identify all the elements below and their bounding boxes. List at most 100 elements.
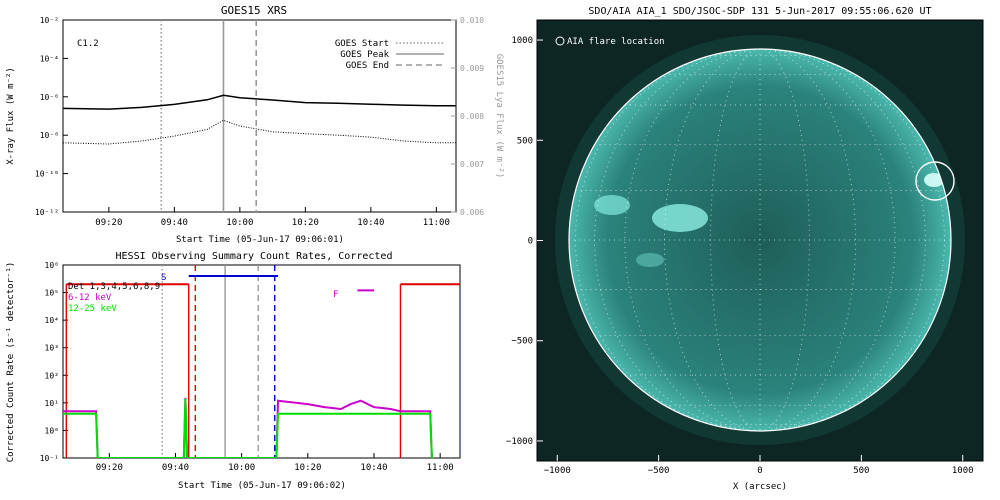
goes-y2-ticks: 0.010 0.009 0.008 0.007 0.006 [451,16,484,217]
aia-y-tick-label: 0 [528,237,533,247]
goes-y-axis-label: X-ray Flux (W m⁻²) [6,67,16,165]
aia-x-tick-label: 500 [853,466,869,476]
hessi-x-tick-label: 09:40 [162,463,189,473]
goes-y-ticks: 10⁻² 10⁻⁴ 10⁻⁶ 10⁻⁸ 10⁻¹⁰ 10⁻¹² [35,16,68,217]
aia-title: SDO/AIA AIA_1 SDO/JSOC-SDP 131 5-Jun-201… [588,6,931,17]
aia-x-tick-label: 1000 [952,466,974,476]
goes-y-tick-label: 10⁻¹⁰ [35,170,59,179]
aia-y-tick-label: 500 [517,136,533,146]
hessi-x-tick-label: 10:40 [360,463,387,473]
goes-y-tick-label: 10⁻⁸ [40,131,59,140]
aia-grid-longitude [759,49,926,431]
aia-grid-longitude [575,49,761,431]
hessi-x-tick-label: 10:20 [294,463,321,473]
aia-active-region-south [636,253,664,267]
aia-x-tick-label: −500 [648,466,670,476]
hessi-attenuator-intervals [65,274,460,458]
goes-legend-start-label: GOES Start [335,39,389,49]
hessi-legend-6-12: 6-12 keV [68,293,112,303]
hessi-y-tick-label: 10⁰ [45,426,59,435]
hessi-title: HESSI Observing Summary Count Rates, Cor… [116,251,393,262]
hessi-y-tick-label: 10¹ [45,399,59,408]
aia-x-tick-label: 0 [757,466,762,476]
goes-x-tick-label: 09:20 [95,218,122,228]
aia-grid-longitude [759,49,810,431]
goes-y2-tick-label: 0.009 [460,64,484,73]
hessi-legend-det: Det 1,3,4,5,6,8,9 [68,282,160,292]
hessi-y-tick-label: 10⁵ [45,289,59,298]
hessi-x-tick-label: 10:00 [228,463,255,473]
hessi-y-ticks: 10⁶ 10⁵ 10⁴ 10³ 10² 10¹ 10⁰ 10⁻¹ [40,261,68,463]
goes-x-tick-label: 10:00 [226,218,253,228]
hessi-flag-f: F [333,290,338,300]
hessi-series-6-12kev [63,397,433,458]
hessi-y-tick-label: 10² [45,371,59,380]
aia-legend-label: AIA flare location [567,37,665,47]
goes-y-tick-label: 10⁻² [40,16,59,25]
hessi-series [63,397,433,458]
hessi-x-tick-label: 09:20 [96,463,123,473]
aia-legend-symbol [555,36,565,46]
aia-active-region-west [594,195,630,215]
goes-y-tick-label: 10⁻⁴ [40,54,59,63]
hessi-y-tick-label: 10⁴ [45,316,59,325]
hessi-event-markers [161,265,276,458]
goes-event-markers [160,20,258,212]
aia-active-region-flare [924,173,944,187]
hessi-y-tick-label: 10⁻¹ [40,454,59,463]
aia-grid-longitude [664,49,761,431]
goes-y-tick-label: 10⁻¹² [35,208,59,217]
hessi-y-tick-label: 10⁶ [45,261,59,270]
goes-legend: GOES Start GOES Peak GOES End [335,39,444,71]
aia-y-tick-label: −500 [511,337,533,347]
goes-panel: GOES15 XRS C1.2 10⁻²10⁻⁴10⁻⁶10⁻⁸10⁻¹⁰10⁻… [6,4,504,245]
aia-grid-longitude [759,49,945,431]
goes-class-label: C1.2 [77,39,99,49]
aia-y-ticks: 1000 500 0 −500 −1000 [506,36,543,447]
goes-y-tick-label: 10⁻⁶ [40,93,59,102]
aia-grid-longitude [759,49,856,431]
aia-grid-longitude [710,49,761,431]
goes-series [63,94,456,145]
hessi-y-tick-label: 10³ [45,344,59,353]
goes-y2-tick-label: 0.006 [460,208,484,217]
hessi-legend: Det 1,3,4,5,6,8,9 6-12 keV 12-25 keV [68,282,160,314]
aia-x-ticks: −1000 −500 0 500 1000 [544,455,974,476]
aia-y-tick-label: −1000 [506,437,533,447]
aia-active-region-central [652,204,708,232]
goes-x-tick-label: 09:40 [161,218,188,228]
goes-y2-tick-label: 0.010 [460,16,484,25]
goes-x-tick-label: 10:20 [292,218,319,228]
aia-panel: SDO/AIA AIA_1 SDO/JSOC-SDP 131 5-Jun-201… [506,6,984,492]
goes-x-tick-label: 10:40 [357,218,384,228]
hessi-x-axis-label: Start Time (05-Jun-17 09:06:02) [178,481,346,491]
hessi-x-tick-label: 11:00 [427,463,454,473]
goes-y2-tick-label: 0.008 [460,112,484,121]
goes-series-dotted [63,119,456,145]
hessi-series-12-25kev [63,398,433,458]
hessi-x-ticks: 09:20 09:40 10:00 10:20 10:40 11:00 [96,453,454,473]
goes-y2-axis-label: GOES15 Lya Flux (W m⁻²) [494,54,504,179]
aia-y-tick-label: 1000 [511,36,533,46]
aia-grid-longitude [594,49,761,431]
goes-x-ticks: 09:20 09:40 10:00 10:20 10:40 11:00 [95,207,450,228]
goes-legend-peak-label: GOES Peak [340,50,389,60]
goes-x-tick-label: 11:00 [423,218,450,228]
aia-heliographic-grid [569,49,951,431]
goes-legend-end-label: GOES End [346,61,389,71]
hessi-legend-12-25: 12-25 keV [68,304,117,314]
hessi-flag-s: S [161,273,166,283]
hessi-panel: HESSI Observing Summary Count Rates, Cor… [6,251,461,491]
aia-x-axis-label: X (arcsec) [733,482,787,492]
goes-x-axis-label: Start Time (05-Jun-17 09:06:01) [176,235,344,245]
goes-series-solid [63,94,456,110]
hessi-y-axis-label: Corrected Count Rate (s⁻¹ detector⁻¹) [6,262,16,462]
aia-flare-location-circle [915,161,955,201]
goes-title: GOES15 XRS [221,4,287,17]
aia-active-regions [594,173,944,267]
aia-x-tick-label: −1000 [544,466,571,476]
goes-y2-tick-label: 0.007 [460,160,484,169]
aia-limb [568,48,952,432]
goes-plot-frame [62,19,457,213]
